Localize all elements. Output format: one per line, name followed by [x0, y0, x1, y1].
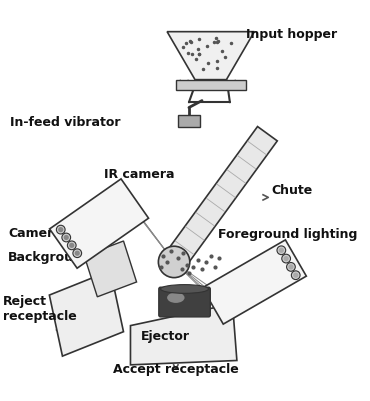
Circle shape	[279, 248, 284, 253]
Circle shape	[283, 256, 289, 261]
Circle shape	[67, 241, 76, 250]
Ellipse shape	[167, 293, 185, 303]
Polygon shape	[50, 179, 149, 269]
FancyBboxPatch shape	[159, 288, 210, 317]
Circle shape	[56, 226, 65, 235]
Text: Camera: Camera	[9, 226, 62, 239]
Circle shape	[277, 246, 286, 255]
Text: IR camera: IR camera	[104, 168, 175, 181]
Bar	[178, 115, 200, 128]
Circle shape	[62, 233, 71, 242]
Circle shape	[69, 243, 74, 248]
Circle shape	[158, 247, 190, 278]
Text: Chute: Chute	[272, 184, 313, 196]
Circle shape	[73, 249, 82, 258]
Polygon shape	[49, 271, 124, 356]
Circle shape	[64, 235, 69, 241]
Circle shape	[75, 251, 80, 256]
Text: Input hopper: Input hopper	[246, 28, 337, 41]
Text: Ejector: Ejector	[141, 329, 190, 342]
Text: Background: Background	[9, 251, 92, 263]
Text: Reject
receptacle: Reject receptacle	[3, 295, 77, 323]
Circle shape	[291, 271, 300, 280]
Polygon shape	[164, 127, 277, 269]
Text: In-feed vibrator: In-feed vibrator	[10, 116, 121, 129]
Circle shape	[293, 273, 298, 278]
Circle shape	[287, 263, 295, 271]
Text: Accept receptacle: Accept receptacle	[113, 362, 239, 375]
Circle shape	[58, 227, 63, 233]
Polygon shape	[131, 304, 237, 365]
Ellipse shape	[161, 285, 209, 294]
Circle shape	[282, 255, 290, 263]
Polygon shape	[167, 32, 254, 81]
Polygon shape	[84, 241, 137, 297]
Circle shape	[288, 265, 293, 270]
Polygon shape	[176, 81, 246, 91]
Polygon shape	[202, 240, 306, 324]
Text: Foreground lighting: Foreground lighting	[218, 227, 357, 240]
